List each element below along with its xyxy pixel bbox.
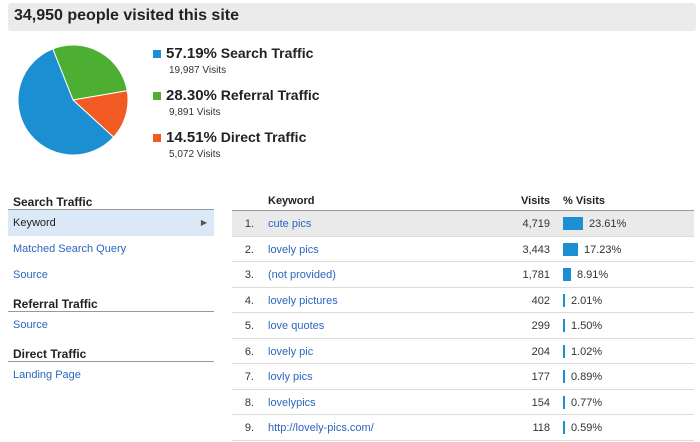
- row-number: 4.: [244, 294, 254, 307]
- row-number: 5.: [244, 320, 254, 332]
- table-header: Keyword Visits % Visits: [232, 194, 694, 211]
- sidebar-item-label: Keyword: [13, 217, 56, 229]
- search-visits: 19,987 Visits: [169, 65, 227, 76]
- keyword-link[interactable]: http://lovely-pics.com/: [268, 422, 374, 434]
- direct-pct: 14.51%: [166, 129, 217, 146]
- pct-visits-value: 1.50%: [571, 320, 603, 332]
- visits-value: 154: [531, 396, 550, 409]
- sidebar-item-matched-search-query[interactable]: Matched Search Query: [13, 243, 127, 255]
- table-row: 8. lovelypics 154 0.77%: [232, 390, 694, 415]
- visits-value: 118: [532, 422, 550, 434]
- pct-visits-bar: [563, 344, 565, 358]
- keyword-link[interactable]: lovly pics: [268, 371, 313, 383]
- direct-visits: 5,072 Visits: [169, 149, 221, 160]
- keyword-link[interactable]: lovely pictures: [268, 294, 338, 307]
- keyword-column-header[interactable]: Keyword: [268, 195, 315, 207]
- sidebar-item-referral-source[interactable]: Source: [13, 319, 48, 331]
- table-row: 3. (not provided) 1,781 8.91%: [232, 262, 694, 288]
- visits-column-header[interactable]: Visits: [521, 195, 551, 207]
- row-number: 1.: [244, 218, 254, 230]
- pct-visits-value: 2.01%: [571, 294, 603, 307]
- pct-visits-value: 17.23%: [584, 243, 622, 256]
- pct-visits-value: 23.61%: [589, 218, 627, 230]
- pct-visits-column-header[interactable]: % Visits: [563, 195, 605, 207]
- visits-value: 177: [531, 371, 550, 383]
- table-row: 5. love quotes 299 1.50%: [232, 313, 694, 339]
- legend-referral: 28.30% Referral Traffic 9,891 Visits: [153, 86, 393, 128]
- legend-direct: 14.51% Direct Traffic 5,072 Visits: [153, 128, 393, 170]
- search-slice: [17, 48, 115, 156]
- row-number: 6.: [244, 345, 254, 358]
- visits-value: 402: [531, 294, 550, 307]
- row-number: 2.: [244, 243, 254, 256]
- keyword-link[interactable]: lovelypics: [268, 396, 316, 409]
- visits-value: 4,719: [522, 218, 550, 230]
- sidebar-item-search-source[interactable]: Source: [13, 269, 48, 281]
- page-header: 34,950 people visited this site: [8, 3, 696, 31]
- traffic-legend: 57.19% Search Traffic 19,987 Visits 28.3…: [153, 44, 393, 170]
- pct-visits-bar: [563, 370, 565, 383]
- referral-label: Referral Traffic: [220, 87, 320, 103]
- table-row: 1. cute pics 4,719 23.61%: [232, 211, 694, 237]
- row-number: 9.: [244, 422, 254, 434]
- pct-visits-value: 0.77%: [571, 396, 603, 409]
- visits-value: 1,781: [522, 269, 550, 281]
- sidebar-item-landing-page[interactable]: Landing Page: [13, 369, 81, 381]
- table-row: 9. http://lovely-pics.com/118 0.59%: [232, 415, 694, 441]
- pct-visits-bar: [563, 217, 583, 230]
- table-row: 6. lovely pic 204 1.02%: [232, 339, 694, 364]
- pct-visits-value: 0.89%: [571, 371, 603, 383]
- pct-visits-bar: [563, 293, 565, 307]
- table-row: 7. lovly pics 177 0.89%: [232, 364, 694, 390]
- table-body: 1. cute pics 4,719 23.61% 2. lovely pics 3,443…: [232, 211, 694, 441]
- pct-visits-bar: [563, 395, 565, 409]
- row-number: 7.: [244, 371, 254, 383]
- search-pct: 57.19%: [166, 45, 217, 62]
- pct-visits-value: 1.02%: [571, 345, 603, 358]
- referral-pct: 28.30%: [166, 87, 217, 104]
- search-traffic-heading: Search Traffic: [8, 194, 214, 210]
- direct-label: Direct Traffic: [220, 129, 307, 145]
- direct-slice: [71, 90, 129, 138]
- pct-visits-bar: [563, 268, 571, 281]
- traffic-pie-chart: [17, 44, 129, 156]
- referral-visits: 9,891 Visits: [169, 107, 221, 118]
- sidebar-item-keyword[interactable]: Keyword ▶: [8, 210, 214, 236]
- search-label: Search Traffic: [220, 45, 314, 61]
- table-row: 4. lovely pictures 402 2.01%: [232, 288, 694, 313]
- table-row: 2. lovely pics 3,443 17.23%: [232, 237, 694, 262]
- direct-traffic-heading: Direct Traffic: [8, 346, 214, 362]
- page-title: 34,950 people visited this site: [14, 7, 239, 24]
- visits-value: 3,443: [522, 243, 550, 256]
- keyword-link[interactable]: cute pics: [268, 218, 312, 230]
- direct-swatch: [153, 134, 161, 142]
- keyword-link[interactable]: lovely pic: [268, 345, 314, 358]
- visits-value: 299: [531, 320, 550, 332]
- keyword-link[interactable]: lovely pics: [268, 243, 319, 256]
- pct-visits-bar: [563, 242, 578, 256]
- search-swatch: [153, 50, 161, 58]
- keyword-link[interactable]: (not provided): [268, 269, 336, 281]
- keyword-table: Keyword Visits % Visits 1. cute pics 4,719…: [232, 194, 694, 441]
- referral-slice: [52, 44, 128, 101]
- pct-visits-value: 8.91%: [577, 269, 609, 281]
- referral-swatch: [153, 92, 161, 100]
- referral-traffic-heading: Referral Traffic: [8, 296, 214, 312]
- row-number: 8.: [244, 396, 254, 409]
- traffic-sidebar: Search Traffic Keyword ▶ Matched Search …: [8, 194, 214, 388]
- visits-value: 204: [531, 345, 550, 358]
- pct-visits-bar: [563, 319, 565, 332]
- row-number: 3.: [244, 269, 254, 281]
- pct-visits-bar: [563, 421, 565, 434]
- chevron-right-icon: ▶: [200, 218, 207, 227]
- pct-visits-value: 0.59%: [571, 422, 603, 434]
- legend-search: 57.19% Search Traffic 19,987 Visits: [153, 44, 393, 86]
- keyword-link[interactable]: love quotes: [268, 320, 325, 332]
